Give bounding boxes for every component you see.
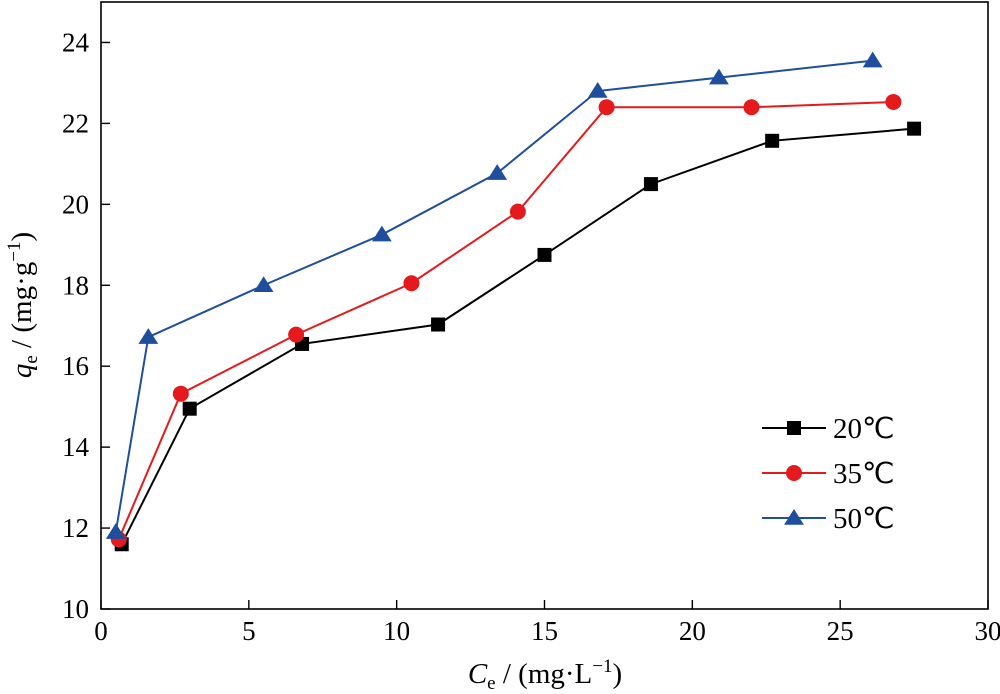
x-tick-label: 15	[531, 616, 558, 646]
x-tick-label: 0	[94, 616, 108, 646]
y-tick-label: 22	[62, 108, 89, 138]
series-20c	[114, 121, 922, 552]
legend-item-35c: 35℃	[762, 458, 895, 490]
series-line-20c	[120, 127, 915, 545]
y-tick-label: 14	[62, 432, 90, 462]
data-point-35c	[743, 99, 760, 116]
y-tick-label: 18	[62, 270, 89, 300]
legend-marker	[787, 421, 801, 435]
y-tick-label: 24	[62, 27, 90, 57]
y-tick-label: 16	[62, 351, 89, 381]
x-tick-label: 10	[383, 616, 410, 646]
x-tick-label: 20	[679, 616, 706, 646]
data-point-20c	[907, 121, 922, 136]
data-point-50c	[138, 328, 159, 344]
data-point-20c	[182, 401, 197, 416]
legend-label: 20℃	[833, 413, 895, 445]
x-axis-label: Ce / (mg·L−1)	[468, 656, 622, 694]
series-layer	[105, 51, 922, 552]
data-point-50c	[371, 225, 392, 242]
y-tick-label: 20	[62, 189, 89, 219]
legend-item-20c: 20℃	[762, 413, 895, 445]
x-tick-label: 25	[827, 616, 854, 646]
data-point-35c	[509, 203, 526, 220]
x-tick-label: 30	[975, 616, 1000, 646]
data-point-35c	[288, 326, 305, 343]
legend: 20℃ 35℃ 50℃	[762, 413, 895, 535]
data-point-20c	[765, 133, 780, 148]
data-point-50c	[253, 276, 274, 293]
data-point-50c	[487, 164, 508, 180]
legend-marker	[786, 465, 802, 481]
x-tick-label: 5	[242, 616, 256, 646]
legend-item-50c: 50℃	[762, 503, 895, 535]
series-35c	[110, 93, 902, 548]
data-point-35c	[598, 99, 615, 116]
data-point-50c	[105, 523, 126, 539]
series-50c	[105, 51, 883, 539]
y-axis-label: qe / (mg·g−1)	[4, 232, 42, 378]
y-tick-label: 10	[62, 594, 89, 624]
data-point-35c	[885, 93, 902, 110]
legend-marker	[784, 509, 804, 525]
data-point-35c	[403, 275, 420, 292]
y-axis-ticks: 10 12 14 16 18 20 22 24	[62, 27, 110, 624]
data-point-20c	[537, 247, 552, 262]
x-axis-ticks: 0 5 10 15 20 25 30	[94, 600, 1000, 646]
data-point-35c	[172, 385, 189, 402]
legend-label: 50℃	[833, 503, 895, 535]
data-point-50c	[709, 68, 729, 85]
series-line-50c	[114, 59, 873, 533]
series-line-35c	[117, 100, 894, 540]
data-point-50c	[862, 51, 883, 68]
y-tick-label: 12	[62, 513, 89, 543]
legend-label: 35℃	[833, 458, 895, 490]
data-point-20c	[643, 177, 658, 192]
data-point-20c	[431, 317, 446, 332]
data-point-50c	[587, 82, 608, 98]
